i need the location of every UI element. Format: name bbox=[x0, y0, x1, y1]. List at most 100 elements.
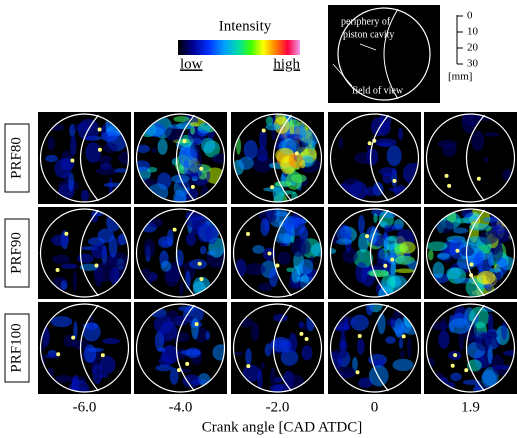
blob bbox=[449, 237, 465, 260]
hot-spot bbox=[194, 322, 199, 327]
hot-spot bbox=[172, 227, 177, 232]
blob bbox=[391, 224, 404, 231]
cavity-arc bbox=[80, 114, 99, 202]
blob bbox=[108, 235, 118, 258]
blob bbox=[356, 338, 365, 355]
blob bbox=[44, 353, 60, 359]
blob bbox=[153, 315, 174, 335]
blob bbox=[269, 367, 276, 386]
hot-spot bbox=[294, 151, 299, 156]
blob bbox=[148, 217, 163, 228]
hot-spot bbox=[367, 141, 372, 146]
blob bbox=[331, 349, 348, 360]
hot-spot bbox=[447, 183, 452, 188]
bowl-circle bbox=[232, 208, 323, 298]
blob bbox=[50, 316, 73, 328]
blob bbox=[51, 254, 71, 264]
row-label: PRF100 bbox=[8, 323, 24, 372]
blob bbox=[364, 186, 378, 197]
blob bbox=[298, 258, 314, 275]
hot-spot bbox=[476, 176, 481, 181]
column-label: -2.0 bbox=[266, 399, 290, 415]
blob bbox=[45, 154, 58, 163]
hot-spot bbox=[383, 263, 388, 268]
blob bbox=[244, 263, 266, 276]
blob bbox=[191, 317, 199, 340]
legend-high: high bbox=[273, 56, 300, 72]
blob bbox=[155, 364, 173, 372]
blob bbox=[54, 374, 73, 383]
blob bbox=[86, 347, 104, 353]
scale-label: 0 bbox=[467, 10, 473, 22]
blob bbox=[161, 344, 180, 365]
hot-spot bbox=[199, 166, 204, 171]
hot-spot bbox=[176, 368, 181, 373]
blob bbox=[264, 343, 272, 357]
blob bbox=[173, 189, 187, 202]
hot-spot bbox=[246, 364, 251, 369]
pointer bbox=[332, 63, 353, 87]
blob bbox=[185, 232, 197, 246]
row-label-box bbox=[4, 218, 30, 288]
blob bbox=[428, 249, 434, 261]
blob bbox=[85, 142, 102, 163]
blob bbox=[330, 248, 337, 254]
blob bbox=[442, 143, 457, 157]
blob bbox=[358, 377, 374, 388]
blob bbox=[473, 253, 481, 265]
blob bbox=[487, 251, 494, 266]
blob bbox=[383, 236, 398, 251]
blob bbox=[488, 267, 502, 273]
blob bbox=[206, 250, 216, 256]
blob bbox=[99, 355, 116, 374]
blob bbox=[394, 318, 404, 338]
blob bbox=[257, 369, 263, 391]
blob bbox=[426, 241, 448, 251]
blob bbox=[96, 155, 112, 164]
hot-spot bbox=[56, 352, 61, 357]
bowl-circle bbox=[135, 303, 226, 393]
hot-spot bbox=[357, 333, 362, 338]
blob bbox=[353, 249, 374, 269]
hot-spot bbox=[455, 248, 460, 253]
blob bbox=[197, 129, 209, 137]
blob bbox=[212, 344, 225, 361]
blob bbox=[269, 384, 284, 392]
bowl-circle bbox=[232, 303, 323, 393]
row-label-box bbox=[4, 123, 30, 193]
cavity-arc bbox=[176, 209, 195, 297]
blob bbox=[454, 218, 472, 224]
hot-spot bbox=[55, 268, 60, 273]
blob bbox=[238, 156, 254, 170]
blob bbox=[173, 115, 190, 123]
blob bbox=[79, 263, 99, 271]
blob bbox=[178, 305, 196, 312]
blob bbox=[407, 337, 412, 359]
blob bbox=[102, 338, 120, 345]
blob bbox=[350, 314, 369, 331]
hot-spot bbox=[199, 277, 204, 282]
blob bbox=[146, 166, 158, 173]
blob bbox=[377, 313, 386, 335]
blob bbox=[200, 137, 216, 154]
cavity-arc bbox=[370, 304, 389, 392]
row-label-box bbox=[4, 313, 30, 383]
blob bbox=[68, 172, 75, 192]
pointer bbox=[359, 43, 377, 51]
blob bbox=[157, 138, 168, 155]
blob bbox=[336, 238, 353, 246]
blob bbox=[260, 362, 265, 370]
hot-spot bbox=[97, 147, 102, 152]
hot-spot bbox=[190, 184, 195, 189]
blob bbox=[338, 137, 344, 149]
blob bbox=[453, 277, 474, 284]
blob bbox=[475, 333, 492, 352]
blob bbox=[484, 132, 500, 137]
blob bbox=[365, 304, 374, 316]
blob bbox=[378, 142, 392, 147]
blob bbox=[290, 181, 297, 186]
blob bbox=[354, 152, 376, 164]
blob bbox=[60, 280, 68, 291]
blob bbox=[236, 137, 242, 155]
blob bbox=[290, 173, 307, 183]
